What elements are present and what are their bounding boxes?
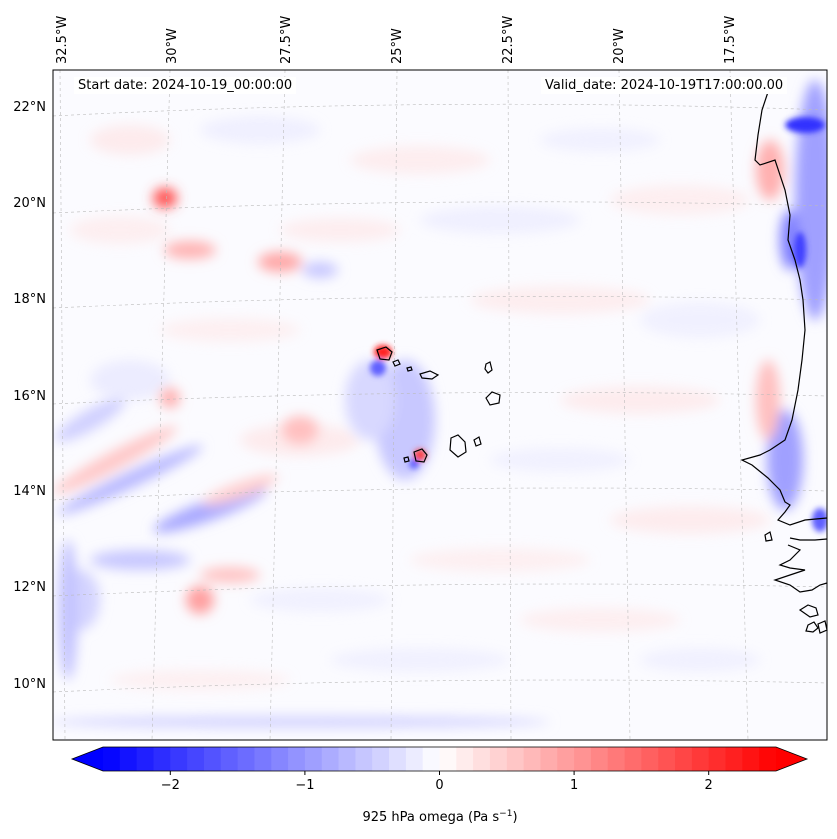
lon-label: 17.5°W [723,16,738,64]
colorbar-swatch [288,747,306,771]
colorbar-swatch [237,747,256,771]
colorbar-swatch [355,747,373,771]
colorbar-swatch [759,747,777,771]
colorbar-swatch [557,747,575,771]
longitude-labels: 32.5°W 30°W 27.5°W 25°W 22.5°W 20°W 17.5… [55,16,738,64]
colorbar-swatch [187,747,205,771]
colorbar-swatch [254,747,272,771]
lat-label: 20°N [13,196,46,211]
lon-label: 22.5°W [501,16,516,64]
valid-date-label: Valid_date: 2024-10-19T17:00:00.00 [541,77,788,94]
colorbar-swatch [103,747,121,771]
colorbar-swatch [708,747,727,771]
colorbar-swatch [439,747,457,771]
colorbar-label: 925 hPa omega (Pa s−1) [362,809,517,825]
start-date-label: Start date: 2024-10-19_00:00:00 [74,77,297,94]
colorbar-tick-label: 0 [435,778,443,793]
lat-label: 22°N [13,100,46,115]
colorbar-tick-label: 2 [705,778,713,793]
colorbar-swatch [523,747,542,771]
lon-label: 30°W [165,28,180,64]
lat-label: 12°N [13,580,46,595]
colorbar-swatch [136,747,155,771]
lon-label: 25°W [390,28,405,64]
latitude-labels: 22°N 20°N 18°N 16°N 14°N 12°N 10°N [13,100,46,692]
colorbar-tick-label: 1 [570,778,578,793]
colorbar-swatch [506,747,525,771]
colorbar-swatch [203,747,222,771]
colorbar-swatch [590,747,609,771]
colorbar-swatch [338,747,356,771]
colorbar-swatch [271,747,289,771]
colorbar-swatch [389,747,407,771]
colorbar-extend-high [776,747,807,771]
colorbar-swatch [473,747,491,771]
colorbar-swatch [321,747,340,771]
lat-label: 16°N [13,389,46,404]
colorbar-swatch [372,747,390,771]
colorbar-swatch [742,747,760,771]
colorbar-swatch [607,747,626,771]
colorbar-swatch [641,747,659,771]
colorbar-outline [70,746,809,772]
lon-label: 20°W [612,28,627,64]
colorbar-tick-label: −2 [161,778,180,793]
colorbar-swatch [691,747,710,771]
lat-label: 18°N [13,292,46,307]
colorbar-extend-low [72,747,103,771]
lon-label: 32.5°W [55,16,70,64]
colorbar: −2 −1 0 1 2 925 hPa omega (Pa s−1) [70,746,809,825]
colorbar-swatch [170,747,188,771]
colorbar-tick-label: −1 [295,778,314,793]
colorbar-swatch [456,747,474,771]
colorbar-swatch [304,747,323,771]
lon-label: 27.5°W [279,16,294,64]
colorbar-swatch [119,747,138,771]
colorbar-swatches [103,747,777,771]
gridlines [53,70,827,740]
colorbar-swatch [574,747,592,771]
colorbar-swatch [725,747,743,771]
lat-label: 10°N [13,677,46,692]
colorbar-swatch [153,747,171,771]
colorbar-swatch [489,747,508,771]
colorbar-swatch [422,747,441,771]
colorbar-ticks: −2 −1 0 1 2 [161,771,713,793]
colorbar-swatch [220,747,239,771]
lat-label: 14°N [13,484,46,499]
map-frame [52,69,828,741]
colorbar-swatch [405,747,424,771]
omega-field [53,80,827,728]
colorbar-swatch [624,747,642,771]
colorbar-swatch [658,747,676,771]
colorbar-swatch [540,747,558,771]
cape-verde-islands [376,346,501,463]
colorbar-swatch [675,747,693,771]
